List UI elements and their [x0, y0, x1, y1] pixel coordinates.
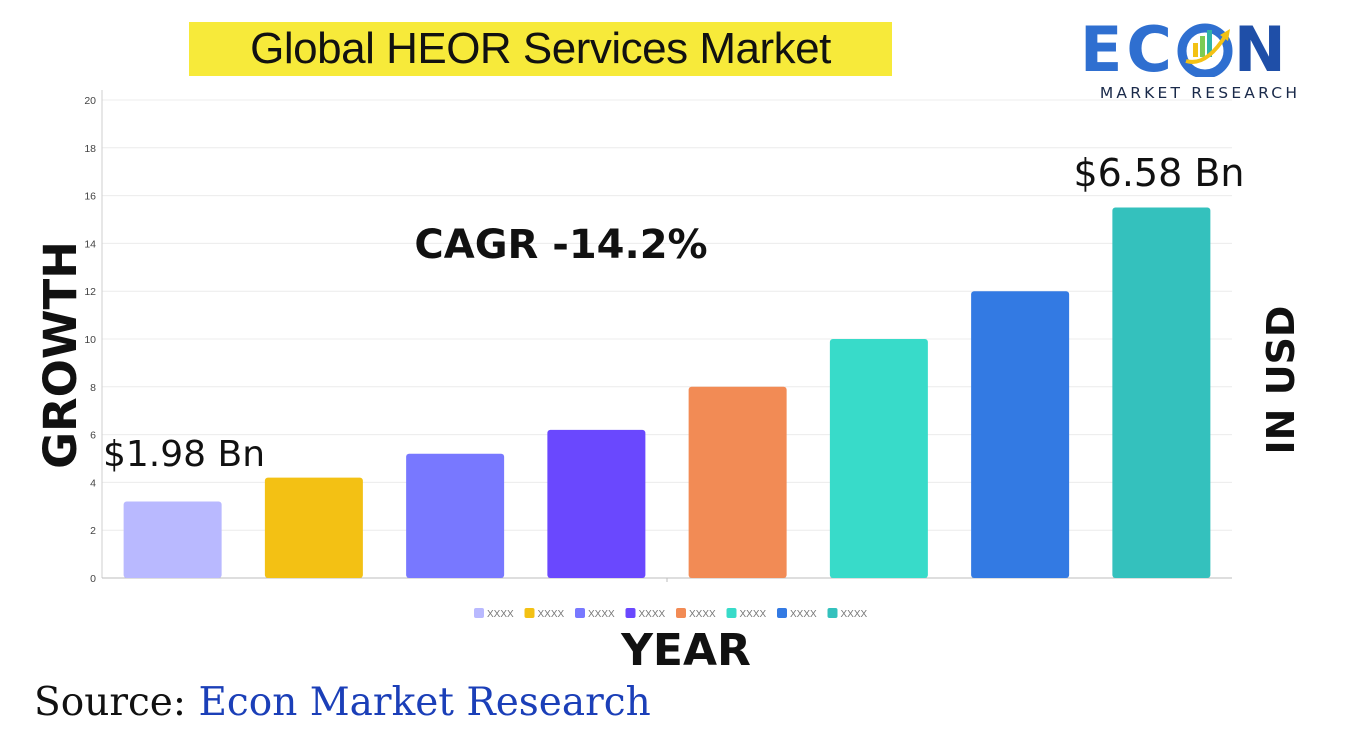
legend-label: XXXX [588, 609, 615, 620]
logo-wordmark: EC N [1080, 13, 1290, 86]
bar [688, 386, 787, 578]
legend-swatch [726, 608, 737, 618]
right-axis-label: IN USD [1259, 306, 1303, 455]
title-highlight: Global HEOR Services Market [189, 22, 892, 76]
y-axis-label: GROWTH [34, 241, 87, 469]
legend-label: XXXX [790, 609, 817, 620]
source-line: Source: Econ Market Research [34, 680, 651, 725]
y-tick-label: 0 [90, 573, 96, 585]
legend-label: XXXX [487, 609, 514, 620]
y-tick-label: 16 [84, 191, 96, 203]
legend: XXXX XXXX XXXX XXXX XXXX XXXX XXXX XXXX [474, 608, 868, 620]
bar [264, 477, 363, 578]
legend-label: XXXX [740, 609, 767, 620]
y-tick-label: 2 [90, 525, 96, 537]
legend-swatch [524, 608, 535, 618]
source-value: Econ Market Research [198, 680, 651, 725]
bar [1112, 207, 1211, 579]
bar [971, 291, 1070, 578]
source-label: Source: [34, 680, 187, 725]
legend-label: XXXX [841, 609, 868, 620]
annotation-cagr: CAGR -14.2% [414, 222, 707, 268]
bar [829, 339, 928, 578]
legend-label: XXXX [538, 609, 565, 620]
x-axis-label: YEAR [620, 625, 751, 676]
legend-swatch [777, 608, 787, 618]
logo-o-chart-icon [1177, 23, 1233, 79]
bar [406, 453, 505, 578]
y-tick-label: 20 [84, 95, 96, 107]
y-tick-label: 14 [84, 238, 96, 250]
annotation-end-value: $6.58 Bn [1073, 151, 1244, 195]
y-tick-label: 18 [84, 143, 96, 155]
bars [123, 207, 1211, 579]
y-tick-label: 4 [90, 477, 96, 489]
chart-title: Global HEOR Services Market [250, 24, 831, 73]
legend-label: XXXX [639, 609, 666, 620]
bar [547, 429, 646, 578]
y-tick-label: 6 [90, 430, 96, 442]
y-tick-label: 10 [84, 334, 96, 346]
annotation-start-value: $1.98 Bn [103, 434, 265, 475]
legend-swatch [575, 608, 585, 618]
legend-swatch [827, 608, 838, 618]
legend-label: XXXX [689, 609, 716, 620]
chart-labels: YEAR GROWTH IN USD $1.98 Bn $6.58 Bn CAGR -14… [34, 151, 1303, 676]
legend-swatch [625, 608, 636, 618]
bar [123, 501, 222, 578]
legend-swatch [474, 608, 484, 618]
logo-subtitle: MARKET RESEARCH [1099, 84, 1301, 102]
y-tick-label: 8 [90, 382, 96, 394]
y-tick-label: 12 [84, 286, 96, 298]
econ-logo: EC N MARKET RESEARCH [1076, 14, 1326, 106]
legend-swatch [676, 608, 686, 618]
